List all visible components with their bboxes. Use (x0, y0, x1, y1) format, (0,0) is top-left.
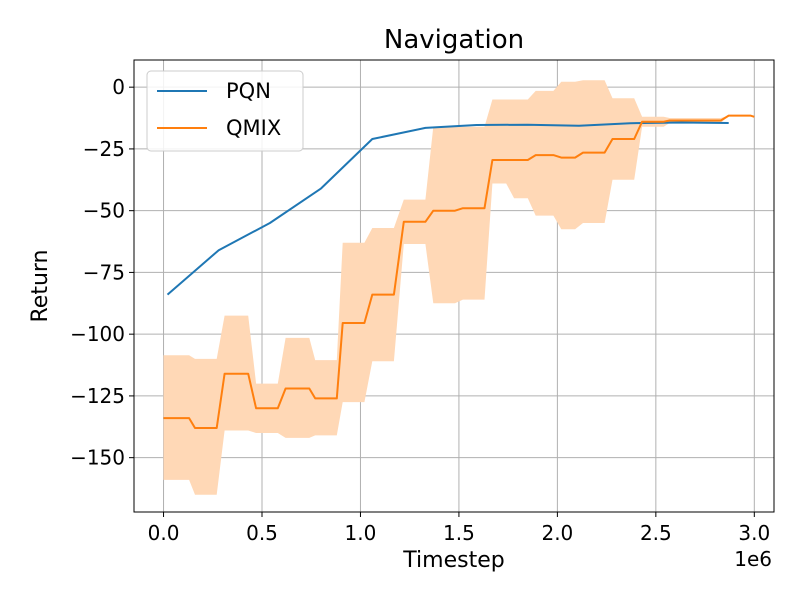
x-tick-label: 1.0 (345, 521, 377, 545)
legend: PQN QMIX (146, 70, 304, 152)
y-tick-label: −150 (70, 446, 125, 470)
x-axis-ticks: 0.0 0.5 1.0 1.5 2.0 2.5 3.0 (148, 512, 770, 545)
y-tick-label: −25 (83, 137, 125, 161)
y-tick-label: −100 (70, 322, 125, 346)
x-tick-label: 0.5 (246, 521, 278, 545)
y-tick-label: −125 (70, 384, 125, 408)
x-tick-label: 3.0 (738, 521, 770, 545)
chart-title: Navigation (384, 25, 524, 55)
y-tick-label: 0 (112, 75, 125, 99)
y-axis-label: Return (28, 249, 53, 322)
x-tick-label: 1.5 (443, 521, 475, 545)
x-tick-label: 0.0 (148, 521, 180, 545)
x-axis-label: Timestep (402, 548, 504, 573)
series-lines (163, 114, 755, 429)
x-tick-label: 2.5 (640, 521, 672, 545)
x-tick-label: 2.0 (541, 521, 573, 545)
y-tick-label: −50 (83, 199, 125, 223)
series-line-qmix (163, 114, 755, 429)
x-axis-offset-label: 1e6 (734, 547, 772, 571)
y-axis-ticks: 0 −25 −50 −75 −100 −125 −150 (70, 75, 134, 470)
legend-label-pqn: PQN (226, 79, 271, 103)
y-tick-label: −75 (83, 260, 125, 284)
plot-frame (133, 59, 775, 513)
series-line-pqn (166, 121, 729, 296)
legend-label-qmix: QMIX (226, 116, 281, 140)
